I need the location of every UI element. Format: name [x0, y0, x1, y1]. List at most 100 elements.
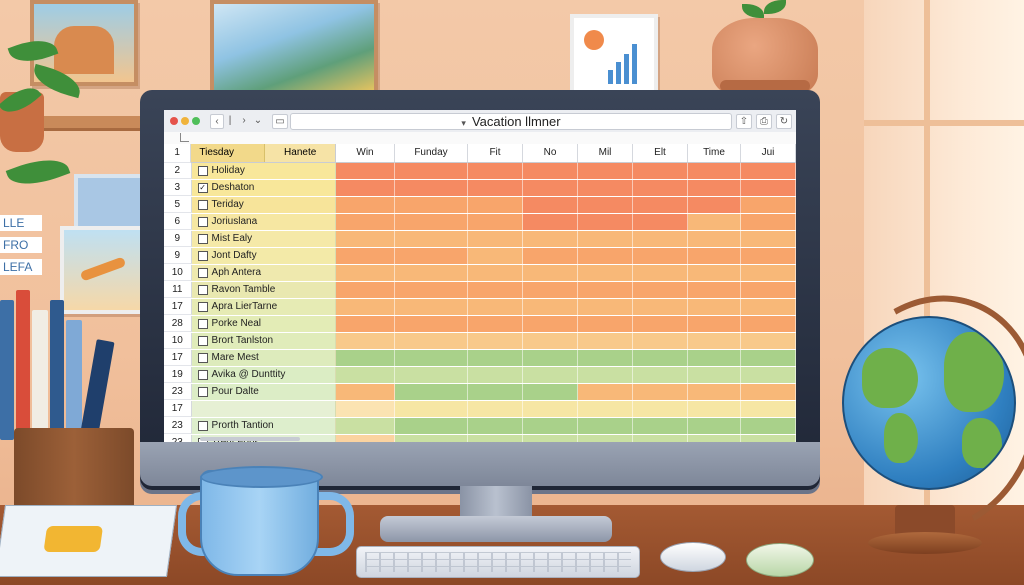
heat-cell[interactable] — [395, 214, 468, 230]
heat-cell[interactable] — [336, 214, 395, 230]
name-cell[interactable]: Holiday — [191, 163, 336, 179]
row-number[interactable]: 1 — [164, 144, 192, 163]
heat-cell[interactable] — [523, 197, 578, 213]
row-number[interactable]: 2 — [164, 163, 192, 179]
heat-cell[interactable] — [741, 401, 796, 417]
heat-cell[interactable] — [578, 384, 633, 400]
heat-cell[interactable] — [523, 231, 578, 247]
heat-cell[interactable] — [633, 367, 688, 383]
heat-cell[interactable] — [468, 248, 523, 264]
row-number[interactable]: 10 — [164, 333, 192, 349]
heat-cell[interactable] — [688, 350, 741, 366]
heat-cell[interactable] — [633, 163, 688, 179]
heat-cell[interactable] — [336, 384, 395, 400]
heat-cell[interactable] — [336, 248, 395, 264]
row-number[interactable]: 11 — [164, 282, 192, 298]
heat-cell[interactable] — [468, 418, 523, 434]
heat-cell[interactable] — [468, 214, 523, 230]
heat-cell[interactable] — [523, 333, 578, 349]
heat-cell[interactable] — [523, 214, 578, 230]
checkbox[interactable] — [197, 268, 208, 278]
heat-cell[interactable] — [523, 299, 578, 315]
heat-cell[interactable] — [741, 299, 796, 315]
name-cell[interactable]: Joriuslana — [191, 214, 336, 230]
heat-cell[interactable] — [523, 435, 578, 442]
heat-cell[interactable] — [578, 214, 633, 230]
heat-cell[interactable] — [688, 384, 741, 400]
heat-cell[interactable] — [578, 367, 633, 383]
heat-cell[interactable] — [688, 333, 741, 349]
chevron-down-icon[interactable]: ⌄ — [253, 115, 263, 126]
checkbox[interactable] — [197, 302, 208, 312]
row-number[interactable]: 17 — [164, 401, 192, 417]
heat-cell[interactable] — [336, 197, 395, 213]
heat-cell[interactable] — [741, 163, 796, 179]
name-cell[interactable]: Apra LierTarne — [191, 299, 336, 315]
heat-cell[interactable] — [523, 248, 578, 264]
row-number[interactable]: 17 — [164, 299, 192, 315]
heat-cell[interactable] — [688, 401, 741, 417]
heat-cell[interactable] — [468, 180, 523, 196]
heat-cell[interactable] — [336, 333, 395, 349]
heat-cell[interactable] — [468, 299, 523, 315]
maximize-dot-icon[interactable] — [192, 117, 200, 125]
heat-cell[interactable] — [395, 282, 468, 298]
select-all-icon[interactable] — [180, 133, 189, 142]
name-cell[interactable]: Jont Dafty — [191, 248, 336, 264]
heat-cell[interactable] — [578, 197, 633, 213]
heat-cell[interactable] — [633, 316, 688, 332]
heat-cell[interactable] — [395, 435, 468, 442]
heat-cell[interactable] — [578, 418, 633, 434]
heat-cell[interactable] — [468, 163, 523, 179]
heat-cell[interactable] — [688, 435, 741, 442]
row-number[interactable]: 23 — [164, 435, 192, 442]
heat-cell[interactable] — [523, 316, 578, 332]
heat-cell[interactable] — [523, 384, 578, 400]
name-cell[interactable]: Porke Neal — [191, 316, 336, 332]
back-icon[interactable]: ‹ — [210, 114, 224, 129]
heat-cell[interactable] — [336, 418, 395, 434]
heat-cell[interactable] — [633, 197, 688, 213]
row-number[interactable]: 6 — [164, 214, 192, 230]
heat-cell[interactable] — [741, 435, 796, 442]
heat-cell[interactable] — [741, 197, 796, 213]
heat-cell[interactable] — [523, 418, 578, 434]
row-number[interactable]: 28 — [164, 316, 192, 332]
name-cell[interactable]: Ravon Tamble — [191, 282, 336, 298]
forward-icon[interactable]: › — [242, 115, 246, 126]
name-cell[interactable]: Pour Dalte — [191, 384, 336, 400]
heat-cell[interactable] — [688, 367, 741, 383]
heat-cell[interactable] — [741, 248, 796, 264]
column-header[interactable]: Mil — [578, 144, 633, 162]
heat-cell[interactable] — [395, 180, 468, 196]
name-cell[interactable]: Mist Ealy — [191, 231, 336, 247]
heat-cell[interactable] — [336, 163, 395, 179]
heat-cell[interactable] — [741, 350, 796, 366]
heat-cell[interactable] — [578, 299, 633, 315]
column-header[interactable]: Win — [336, 144, 395, 162]
checkbox[interactable] — [197, 285, 208, 295]
heat-cell[interactable] — [395, 265, 468, 281]
heat-cell[interactable] — [688, 418, 741, 434]
heat-cell[interactable] — [688, 163, 741, 179]
heat-cell[interactable] — [633, 299, 688, 315]
heat-cell[interactable] — [395, 299, 468, 315]
heat-cell[interactable] — [468, 401, 523, 417]
column-header-a[interactable]: Tiesday — [191, 144, 266, 162]
heat-cell[interactable] — [468, 197, 523, 213]
checkbox[interactable] — [197, 336, 208, 346]
checkbox[interactable] — [197, 234, 208, 244]
print-icon[interactable]: ⎙ — [756, 114, 772, 129]
heat-cell[interactable] — [688, 265, 741, 281]
checkbox[interactable] — [197, 166, 208, 176]
heat-cell[interactable] — [468, 367, 523, 383]
horizontal-scrollbar[interactable] — [200, 437, 300, 441]
column-header-b[interactable]: Hanete — [265, 144, 336, 162]
heat-cell[interactable] — [578, 248, 633, 264]
heat-cell[interactable] — [633, 333, 688, 349]
heat-cell[interactable] — [578, 401, 633, 417]
heat-cell[interactable] — [336, 299, 395, 315]
row-number[interactable]: 23 — [164, 384, 192, 400]
name-cell[interactable]: Teriday — [191, 197, 336, 213]
heat-cell[interactable] — [468, 231, 523, 247]
